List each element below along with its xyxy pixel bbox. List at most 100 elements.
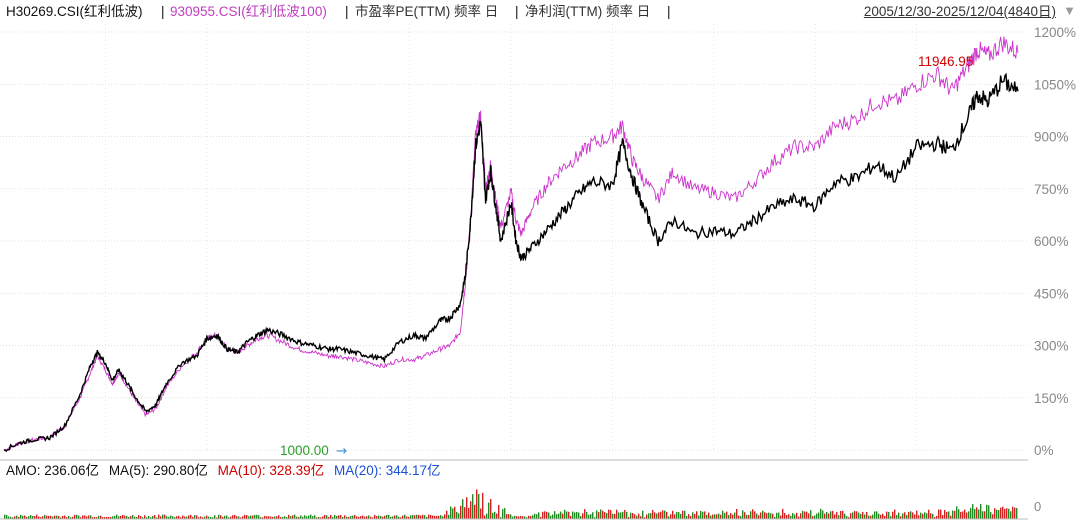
y-tick-label: 1050% [1034,77,1076,92]
volume-bar [716,514,718,519]
series-1-label[interactable]: H30269.CSI(红利低波) [6,4,143,19]
volume-bar [548,512,550,519]
volume-bar [502,509,504,519]
volume-bar [624,509,626,519]
volume-bar [38,516,40,519]
volume-bar [672,510,674,519]
volume-bar [508,514,510,519]
volume-bar [666,511,668,519]
volume-bar [124,515,126,519]
volume-bar [188,515,190,519]
volume-bar [194,515,196,519]
volume-bar [180,517,182,519]
volume-bar [758,515,760,519]
volume-bar [580,516,582,519]
volume-bar [64,515,66,519]
volume-bar [126,515,128,519]
volume-bar [962,511,964,519]
volume-bar [592,512,594,519]
volume-bar [168,516,170,519]
volume-bar [864,514,866,519]
volume-bar [62,515,64,519]
volume-bar [822,510,824,519]
volume-bar [380,516,382,519]
volume-bar [238,516,240,519]
volume-bar [722,510,724,519]
volume-bar [772,513,774,519]
volume-bar [726,511,728,519]
volume-bar [100,515,102,519]
volume-bar [518,516,520,519]
volume-bar [288,514,290,519]
volume-bar [794,514,796,519]
volume-bar [68,516,70,519]
volume-bar [10,516,12,519]
volume-bar [966,512,968,519]
volume-bar [218,514,220,519]
volume-bar [766,513,768,519]
volume-bar [696,511,698,519]
volume-bar [564,509,566,519]
volume-bar [286,517,288,519]
volume-bar [680,513,682,519]
volume-bar [690,516,692,519]
triangle-down-icon[interactable]: ▼ [1063,3,1076,18]
volume-bar [598,512,600,519]
volume-bar [562,513,564,519]
volume-bar [30,515,32,519]
volume-bar [992,514,994,519]
volume-bar [710,515,712,519]
volume-bar [608,509,610,519]
volume-bar [272,516,274,519]
volume-bar [944,510,946,519]
date-range-selector[interactable]: 2005/12/30-2025/12/04(4840日) [863,4,1056,19]
volume-bar [572,511,574,519]
volume-bar [66,517,68,519]
volume-bar [56,515,58,519]
volume-bar [332,517,334,519]
volume-bar [442,516,444,519]
volume-bar [148,516,150,519]
volume-bar [850,513,852,519]
volume-bar [88,515,90,519]
volume-bar [242,516,244,519]
series-2-label[interactable]: 930955.CSI(红利低波100) [170,4,327,19]
volume-bar [468,507,470,519]
volume-bar [60,517,62,519]
separator: | [515,4,519,19]
volume-bar [1014,507,1016,519]
volume-bar [660,511,662,519]
volume-bar [798,516,800,519]
indicator-pe-label[interactable]: 市盈率PE(TTM) 频率 日 [355,4,499,19]
volume-bar [760,512,762,519]
volume-bar [28,516,30,519]
volume-bar [280,517,282,519]
volume-bar [728,514,730,519]
volume-bar [988,505,990,519]
volume-bar [704,511,706,519]
volume-bar [590,514,592,519]
volume-bar [422,514,424,519]
volume-bar [426,517,428,519]
volume-bar [358,517,360,519]
volume-bar [236,516,238,519]
volume-bar [328,517,330,519]
indicator-net-profit-label[interactable]: 净利润(TTM) 频率 日 [525,4,651,19]
volume-bar [440,515,442,519]
volume-bar [34,516,36,519]
volume-bar [460,505,462,519]
volume-bar [512,516,514,519]
volume-bar [538,512,540,519]
volume-bar [524,516,526,519]
volume-bar [676,512,678,519]
volume-bar [500,517,502,519]
volume-bar [386,514,388,519]
volume-bar [198,517,200,519]
volume-bar [902,513,904,519]
volume-bar [368,515,370,519]
volume-bar [144,515,146,519]
volume-bar [976,507,978,519]
volume-bar [736,509,738,519]
volume-bar [304,515,306,519]
volume-bar [664,510,666,519]
